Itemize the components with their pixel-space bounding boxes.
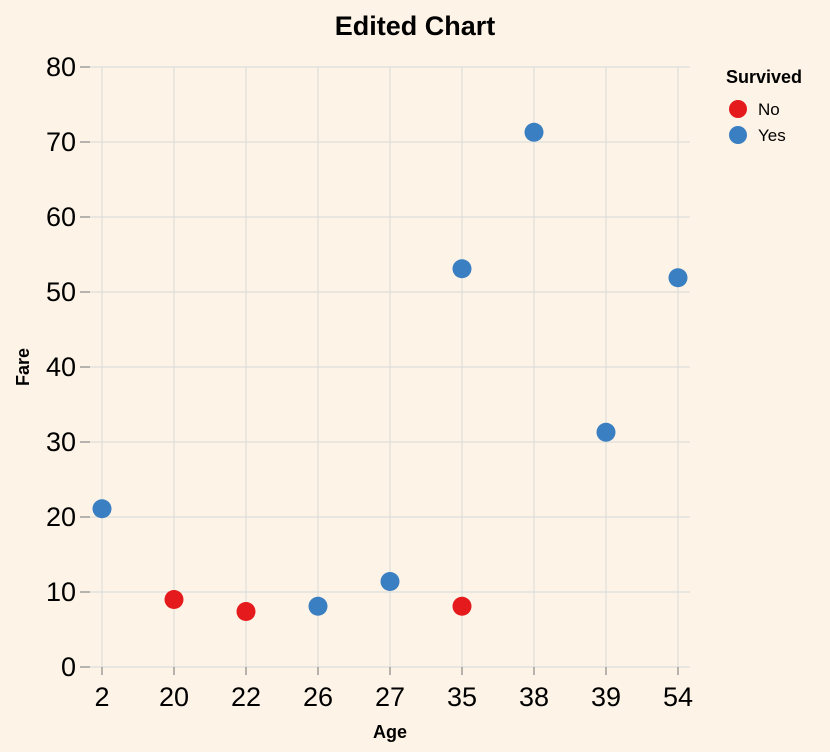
legend-swatch-no — [729, 100, 747, 118]
y-tick-label: 80 — [46, 52, 76, 82]
y-tick-label: 60 — [46, 202, 76, 232]
x-axis-title: Age — [373, 722, 407, 742]
y-axis: 0 10 20 30 40 50 60 70 80 — [46, 52, 90, 682]
data-point-yes — [380, 572, 400, 591]
data-point-yes — [596, 422, 616, 442]
x-axis: 2 20 22 26 27 35 38 39 54 — [94, 667, 693, 712]
data-point-yes — [452, 259, 472, 279]
grid — [90, 66, 690, 668]
data-point-no — [452, 596, 472, 616]
x-tick-label: 20 — [159, 682, 189, 712]
y-tick-label: 70 — [46, 127, 76, 157]
x-tick-label: 39 — [591, 682, 621, 712]
x-tick-label: 2 — [94, 682, 109, 712]
x-tick-label: 54 — [663, 682, 693, 712]
y-tick-label: 0 — [61, 652, 76, 682]
data-point-no — [164, 590, 184, 609]
legend-title: Survived — [726, 67, 802, 87]
legend: Survived No Yes — [726, 67, 802, 145]
y-tick-label: 40 — [46, 352, 76, 382]
legend-label-no: No — [758, 100, 780, 119]
data-point-yes — [668, 268, 688, 288]
x-tick-label: 27 — [375, 682, 405, 712]
chart-title: Edited Chart — [335, 11, 496, 41]
x-tick-label: 35 — [447, 682, 477, 712]
y-tick-label: 20 — [46, 502, 76, 532]
y-axis-title: Fare — [13, 348, 33, 386]
data-point-yes — [524, 122, 544, 142]
x-tick-label: 38 — [519, 682, 549, 712]
data-points — [92, 122, 688, 621]
x-tick-label: 26 — [303, 682, 333, 712]
legend-label-yes: Yes — [758, 126, 786, 145]
y-tick-label: 50 — [46, 277, 76, 307]
data-point-no — [236, 602, 256, 621]
x-tick-label: 22 — [231, 682, 261, 712]
data-point-yes — [308, 596, 328, 616]
data-point-yes — [92, 499, 112, 519]
y-tick-label: 30 — [46, 427, 76, 457]
y-tick-label: 10 — [46, 577, 76, 607]
legend-swatch-yes — [729, 126, 747, 144]
